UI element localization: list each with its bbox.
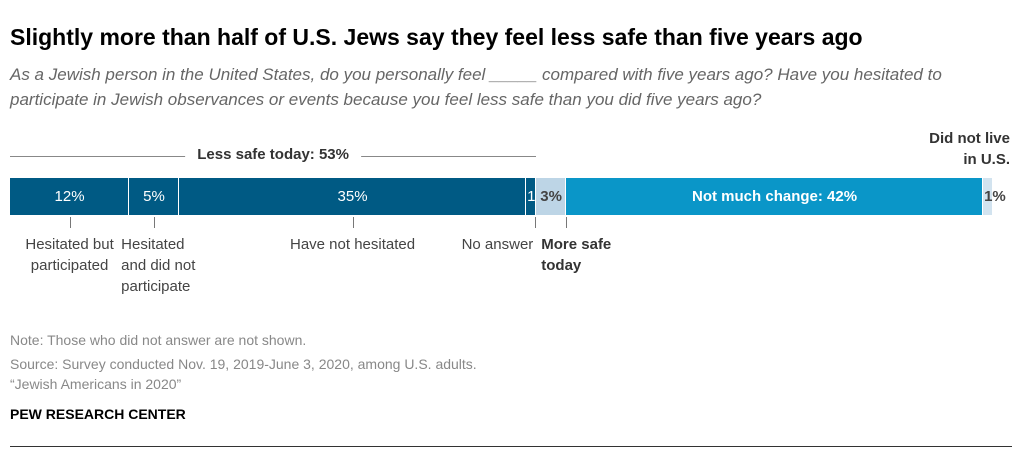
note: Note: Those who did not answer are not s… [10, 332, 307, 348]
category-label: More safe today [541, 236, 612, 274]
bar-segment [526, 178, 537, 215]
subtitle: As a Jewish person in the United States,… [10, 65, 942, 109]
category-label: Have not hesitated [290, 236, 416, 253]
category-label: Did not live in U.S. [929, 130, 1010, 168]
bar-segment [10, 178, 130, 215]
bar-segment [983, 178, 993, 215]
value-label: 1 [527, 188, 536, 205]
value-label: 12% [54, 188, 85, 205]
value-label: 35% [337, 188, 368, 205]
group-label: Less safe today: 53% [185, 146, 361, 163]
label-tick [566, 217, 568, 228]
label-tick [352, 217, 354, 228]
value-label: 1% [984, 188, 1006, 205]
bar-segment [566, 178, 984, 215]
value-label: 5% [143, 188, 165, 205]
value-label: 3% [540, 188, 562, 205]
report: “Jewish Americans in 2020” [10, 376, 182, 392]
category-label: No answer [461, 236, 534, 253]
source: Source: Survey conducted Nov. 19, 2019-J… [10, 356, 477, 372]
bar-segment [129, 178, 179, 215]
bar-segment [178, 178, 527, 215]
category-label: Hesitated but participated [25, 236, 114, 274]
bar-segment [536, 178, 567, 215]
label-tick [69, 217, 71, 228]
value-label: Not much change: 42% [692, 188, 858, 205]
title: Slightly more than half of U.S. Jews say… [10, 24, 863, 50]
rule [10, 446, 1012, 447]
category-label: Hesitated and did not participate [121, 236, 196, 295]
brand: PEW RESEARCH CENTER [10, 406, 186, 422]
label-tick [535, 217, 537, 228]
label-tick [153, 217, 155, 228]
